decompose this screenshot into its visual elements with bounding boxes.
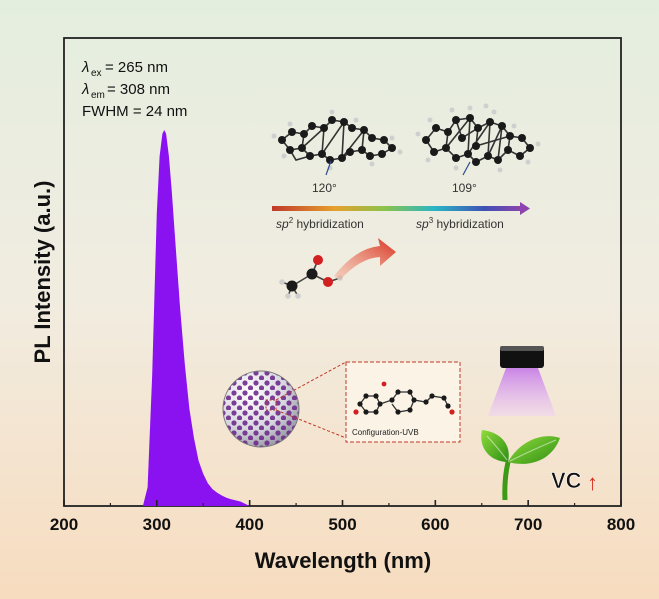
- x-tick-label: 600: [421, 515, 449, 534]
- lambda-ex-symbol: λ: [81, 59, 89, 76]
- pl-emission-area: [142, 130, 250, 506]
- vc-increase-arrow: ↑: [587, 470, 598, 495]
- configuration-label: Configuration-UVB: [352, 428, 419, 437]
- hybridization-arrow: [272, 202, 530, 215]
- lambda-ex-subscript: ex: [91, 68, 102, 79]
- uvb-lamp-illustration: [488, 346, 556, 416]
- x-tick-label: 500: [328, 515, 356, 534]
- reaction-arrow: [334, 238, 396, 280]
- x-tick-label: 200: [50, 515, 78, 534]
- sp3-molecule-illustration: [415, 103, 541, 176]
- x-tick-labels: 200 300 400 500 600 700 800: [50, 515, 635, 534]
- lambda-em-symbol: λ: [81, 81, 89, 98]
- seedling-illustration: [481, 430, 560, 501]
- fwhm-label: FWHM = 24 nm: [82, 103, 187, 120]
- excitation-value: = 265 nm: [105, 59, 168, 76]
- x-axis-title: Wavelength (nm): [255, 548, 431, 573]
- angle-sp2-label: 120°: [312, 181, 337, 195]
- x-tick-marks: [63, 500, 622, 506]
- sp3-hybridization-label: sp3 hybridization: [416, 216, 504, 231]
- lambda-em-subscript: em: [91, 90, 105, 101]
- sp2-hybridization-label: sp2 hybridization: [276, 216, 364, 231]
- sp2-molecule-illustration: [271, 109, 403, 176]
- nanosphere-illustration: [222, 361, 347, 448]
- angle-sp3-label: 109°: [452, 181, 477, 195]
- x-tick-label: 400: [235, 515, 263, 534]
- configuration-inset: Configuration-UVB: [345, 361, 461, 443]
- emission-value: = 308 nm: [107, 81, 170, 98]
- x-tick-label: 800: [607, 515, 635, 534]
- excitation-annotation: λ ex = 265 nm: [81, 59, 168, 79]
- x-tick-label: 300: [143, 515, 171, 534]
- y-axis-title: PL Intensity (a.u.): [30, 181, 55, 364]
- x-tick-label: 700: [514, 515, 542, 534]
- emission-annotation: λ em = 308 nm: [81, 81, 170, 101]
- vc-label: VC: [551, 468, 582, 493]
